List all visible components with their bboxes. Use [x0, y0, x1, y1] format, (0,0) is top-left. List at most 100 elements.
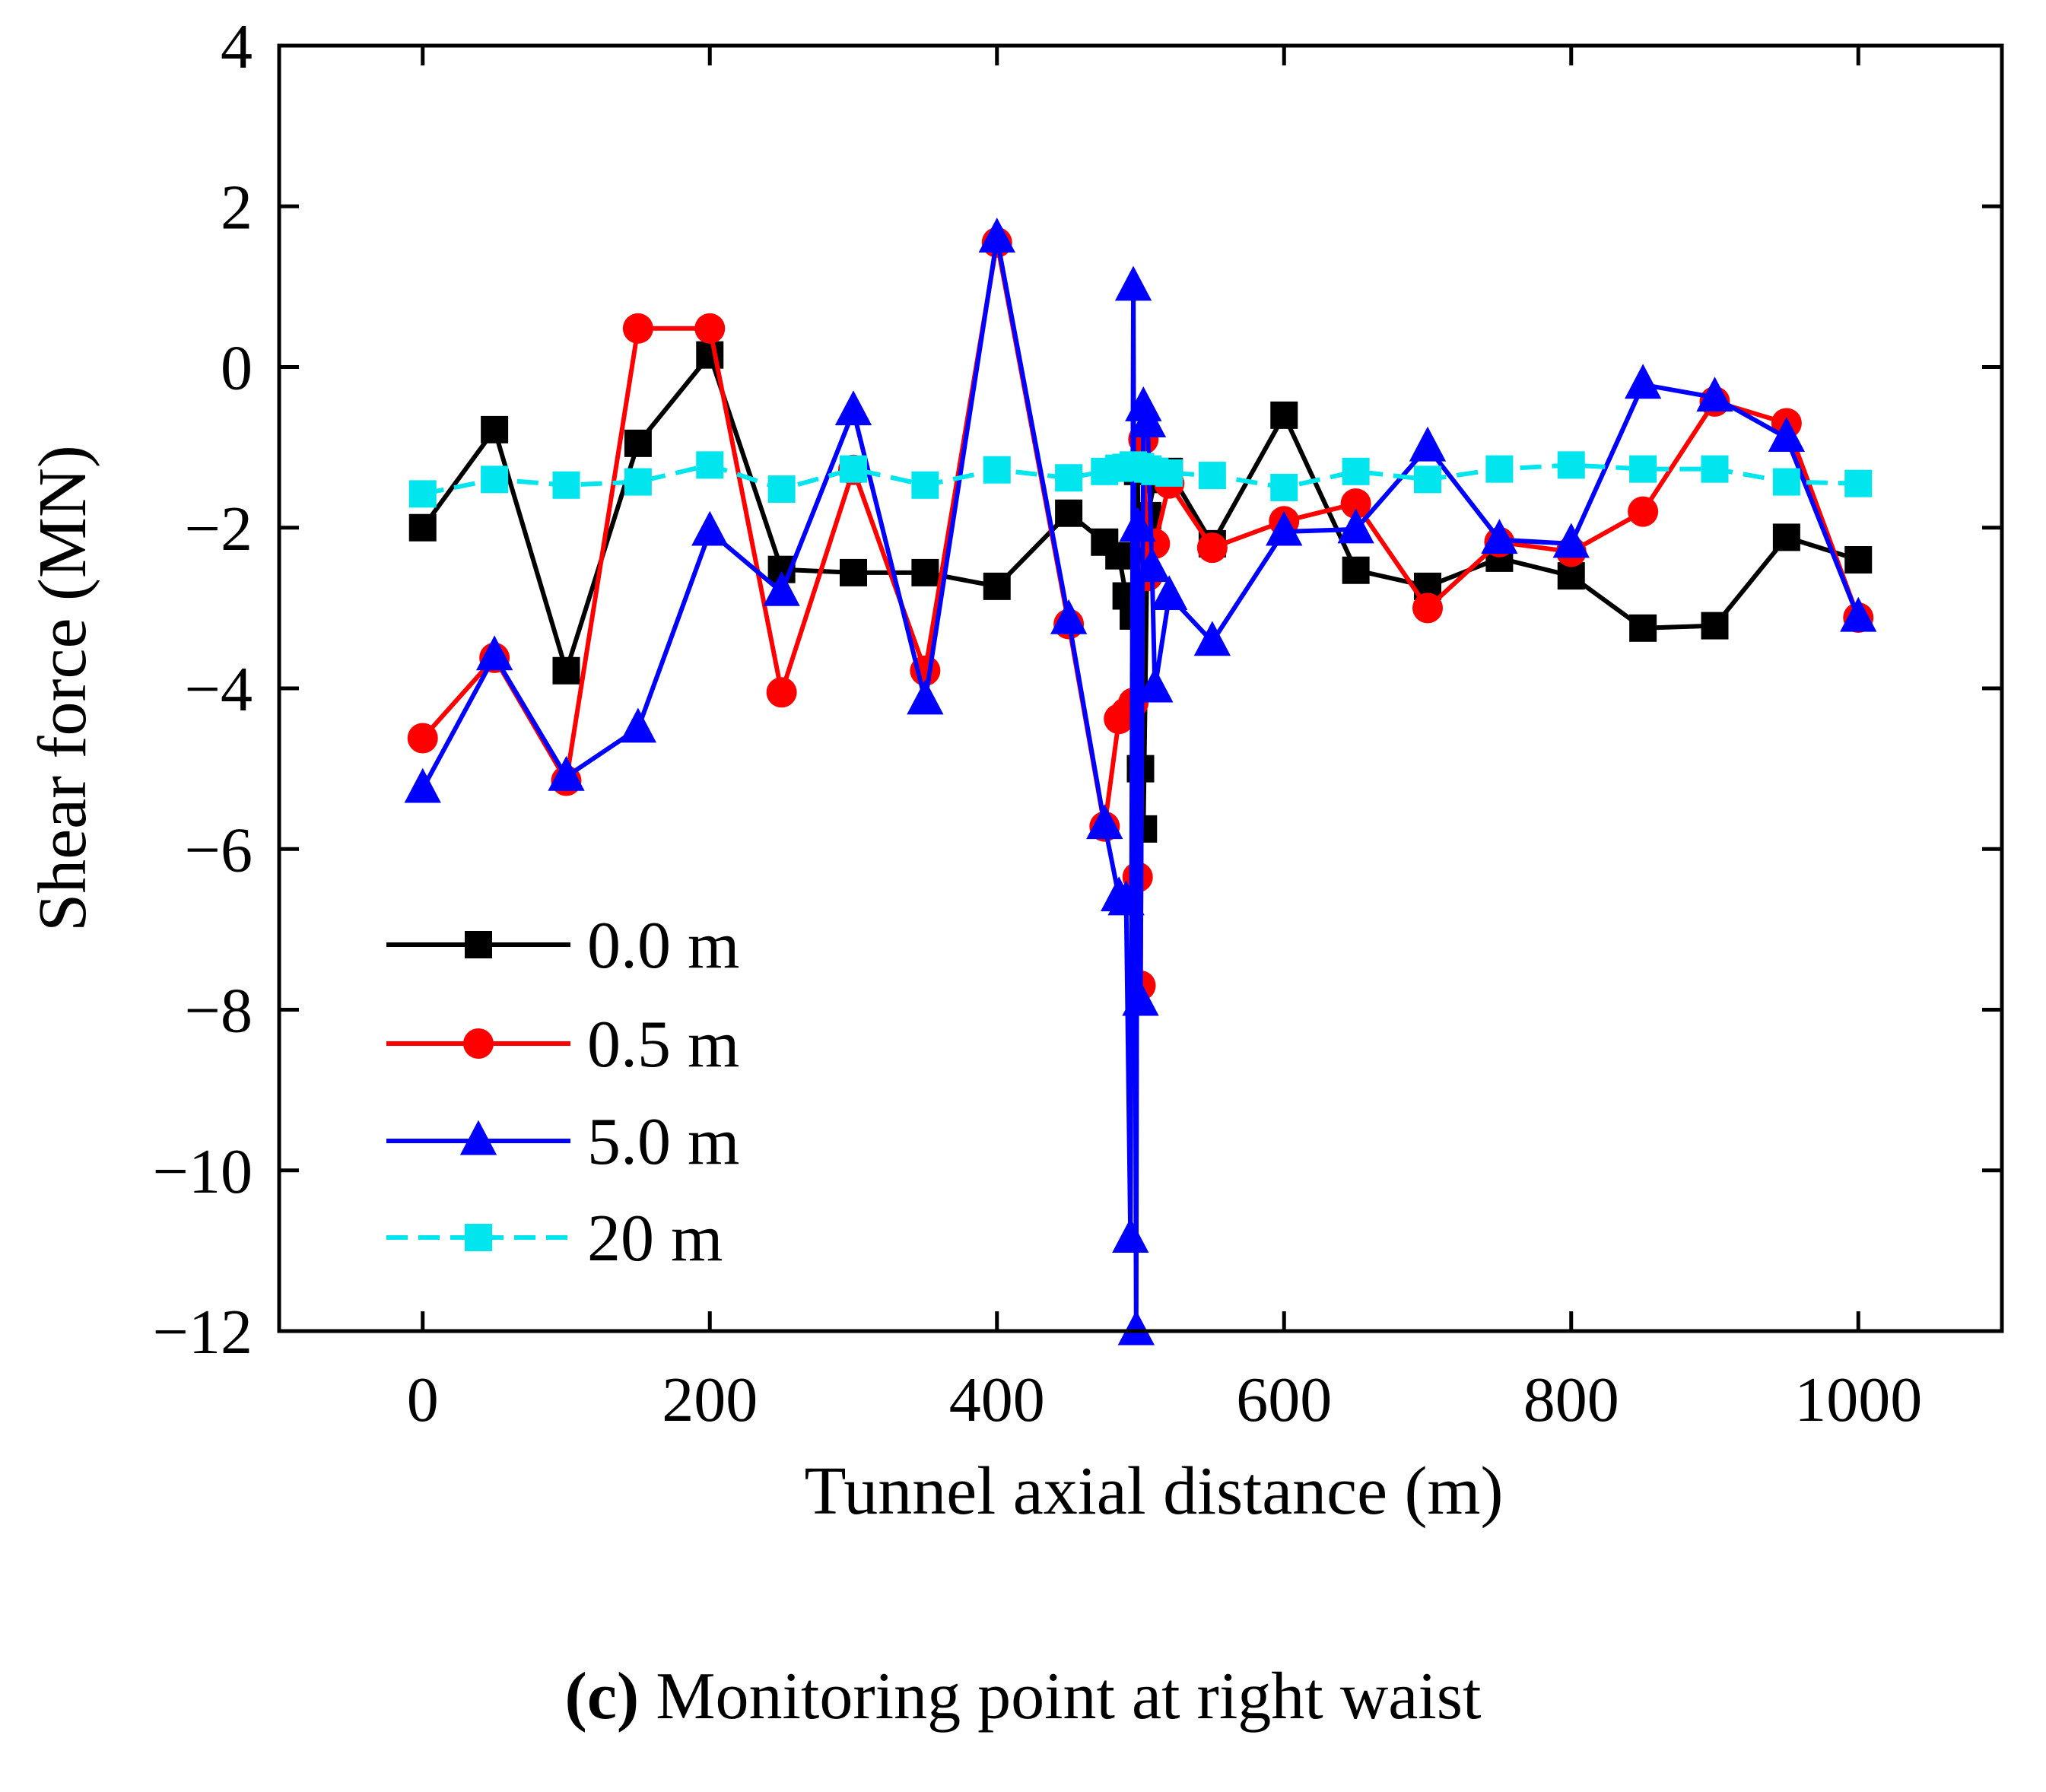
data-point: [1055, 464, 1083, 492]
plot-frame: [277, 43, 2004, 1333]
data-point: [481, 465, 509, 494]
data-point: [983, 572, 1011, 600]
data-point: [404, 767, 441, 803]
data-point: [907, 679, 944, 715]
data-point: [1151, 575, 1188, 611]
data-point: [465, 1224, 492, 1251]
data-point: [463, 1028, 494, 1059]
data-point: [1628, 496, 1659, 527]
caption-text: Monitoring point at right waist: [639, 1660, 1482, 1733]
data-point: [1055, 499, 1083, 527]
data-point: [694, 313, 726, 344]
data-point: [1117, 1310, 1155, 1346]
data-point: [691, 510, 729, 546]
tick-labels: 0 200 400 600 800 1000 4 2 0 −2 −4 −6 −8 −10 −12: [153, 11, 1923, 1435]
series-20-m: [408, 451, 1873, 508]
y-tick-label: −6: [185, 815, 253, 885]
series-5-0-m: [404, 218, 1877, 1346]
data-point: [763, 570, 800, 606]
data-point: [1481, 519, 1518, 554]
data-point: [407, 723, 438, 754]
data-point: [624, 468, 652, 496]
series-layer: [404, 218, 1877, 1346]
data-point: [1768, 417, 1806, 452]
x-axis-title: Tunnel axial distance (m): [805, 1454, 1504, 1529]
data-point: [840, 558, 867, 586]
data-point: [1114, 265, 1152, 301]
data-point: [1342, 457, 1370, 485]
data-point: [1772, 468, 1800, 496]
data-point: [548, 755, 585, 791]
data-point: [1122, 980, 1159, 1016]
data-point: [552, 471, 580, 499]
x-tick-label: 600: [1236, 1365, 1332, 1435]
legend-label: 0.5 m: [587, 1008, 739, 1082]
data-point: [1266, 510, 1303, 546]
data-point: [1844, 546, 1873, 574]
data-point: [1414, 465, 1441, 494]
data-point: [1050, 599, 1088, 634]
x-tick-label: 800: [1523, 1365, 1619, 1435]
y-tick-label: 0: [221, 333, 253, 404]
data-point: [465, 931, 492, 958]
data-point: [1844, 469, 1873, 497]
data-point: [1557, 451, 1585, 479]
data-point: [1119, 507, 1156, 542]
data-point: [840, 455, 867, 483]
data-point: [1340, 488, 1371, 519]
x-tick-label: 0: [407, 1365, 439, 1435]
data-point: [1129, 402, 1167, 437]
data-point: [696, 451, 724, 479]
data-point: [1629, 614, 1657, 642]
data-point: [481, 415, 509, 443]
legend-label: 0.0 m: [587, 909, 739, 983]
data-point: [459, 1120, 497, 1155]
data-point: [1840, 596, 1877, 632]
y-tick-label: −2: [185, 494, 253, 564]
data-point: [1112, 1218, 1149, 1253]
legend-label: 20 m: [587, 1202, 723, 1276]
data-point: [1105, 542, 1133, 570]
y-tick-label: −10: [153, 1136, 253, 1207]
data-point: [1270, 473, 1298, 501]
data-point: [624, 429, 652, 457]
x-tick-label: 400: [949, 1365, 1045, 1435]
data-point: [1107, 880, 1145, 916]
data-point: [619, 707, 657, 743]
data-point: [1198, 462, 1226, 490]
data-point: [1485, 455, 1514, 483]
y-tick-label: −8: [185, 976, 253, 1047]
caption-label: (c): [564, 1660, 640, 1733]
y-tick-label: 4: [221, 11, 253, 82]
legend-item: 0.5 m: [386, 1008, 739, 1082]
data-point: [1193, 621, 1231, 656]
data-point: [1412, 593, 1443, 624]
data-point: [1772, 523, 1800, 551]
data-point: [1696, 377, 1733, 412]
legend: 0.0 m 0.5 m 5.0 m 20 m: [386, 909, 739, 1276]
data-point: [622, 313, 653, 344]
data-point: [911, 471, 939, 499]
x-tick-label: 1000: [1794, 1365, 1922, 1435]
data-point: [1409, 426, 1447, 462]
data-point: [1629, 455, 1657, 483]
data-point: [1136, 667, 1174, 703]
legend-label: 5.0 m: [587, 1105, 739, 1179]
data-point: [696, 341, 724, 369]
legend-item: 20 m: [386, 1202, 723, 1276]
data-point: [1701, 612, 1729, 640]
data-point: [1270, 401, 1298, 429]
x-tick-label: 200: [662, 1365, 758, 1435]
data-point: [552, 656, 580, 685]
data-point: [983, 456, 1011, 484]
data-point: [408, 513, 437, 542]
y-tick-label: −4: [185, 654, 253, 725]
data-point: [408, 480, 437, 508]
data-point: [1086, 804, 1123, 840]
y-tick-label: −12: [153, 1297, 253, 1368]
data-point: [834, 390, 872, 426]
y-axis-title: Shear force (MN): [25, 445, 100, 932]
data-point: [1133, 547, 1171, 583]
